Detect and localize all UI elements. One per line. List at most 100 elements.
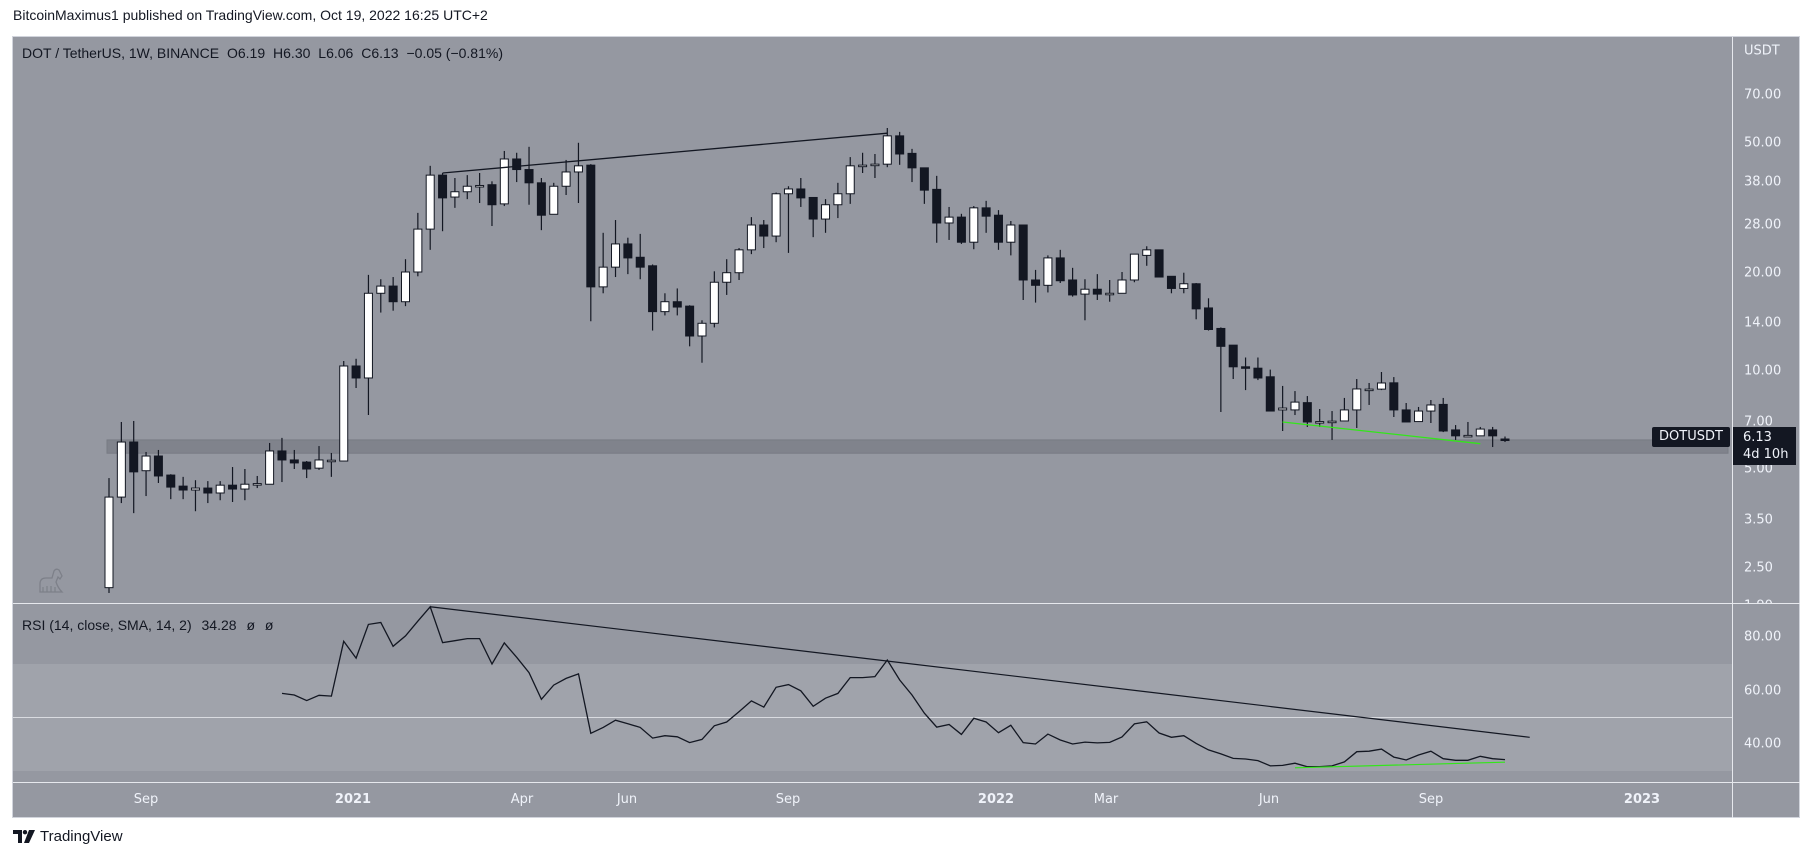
candle-body-down (129, 441, 139, 473)
candle-body-down (1068, 279, 1078, 296)
candle (648, 264, 658, 331)
candle (326, 452, 336, 477)
candle (388, 277, 398, 311)
candle-body-up (116, 441, 126, 498)
candle (1166, 275, 1176, 294)
candle-body-down (895, 135, 905, 155)
candle-body-up (722, 272, 732, 283)
candle (153, 449, 163, 483)
candle-body-up (1315, 421, 1325, 424)
candle-body-up (697, 322, 707, 337)
candle (709, 271, 719, 328)
candle (1068, 267, 1078, 297)
candle (1265, 369, 1275, 412)
candle (376, 279, 386, 313)
candle (166, 474, 176, 500)
candle-body-down (1055, 257, 1065, 282)
candle-body-up (240, 483, 250, 490)
rsi-title: RSI (14, close, SMA, 14, 2) (22, 617, 192, 633)
candle (536, 178, 546, 231)
candle (1191, 283, 1201, 320)
candle (783, 186, 793, 253)
rsi-axis[interactable]: 80.00 60.00 40.00 (1733, 604, 1800, 782)
candle (697, 320, 707, 363)
time-label-sep-2022: Sep (1418, 792, 1444, 807)
candle-body-up (1043, 257, 1053, 286)
candle-body-up (1364, 388, 1374, 392)
candle (1018, 224, 1028, 300)
candle (1401, 402, 1411, 423)
candle-body-down (932, 188, 942, 224)
symbol-legend[interactable]: DOT / TetherUS, 1W, BINANCE O6.19 H6.30 … (22, 45, 507, 61)
rsi-axis-tick: 80.00 (1744, 629, 1782, 645)
candle-body-down (648, 265, 658, 313)
candle (808, 196, 818, 238)
rsi-value: 34.28 (201, 617, 237, 633)
tradingview-logo-icon (13, 830, 35, 843)
time-axis[interactable]: Sep 2021 Apr Jun Sep 2022 Mar Jun Sep 20… (12, 783, 1732, 818)
price-axis-tick: 50.00 (1744, 135, 1782, 151)
candle-body-up (376, 285, 386, 294)
candle-body-up (190, 487, 200, 491)
high-value: H6.30 (273, 45, 310, 61)
rsi-legend[interactable]: RSI (14, close, SMA, 14, 2) 34.28 ø ø (22, 617, 279, 633)
candle (895, 131, 905, 165)
candle (265, 442, 275, 485)
candle (215, 481, 225, 501)
rsi-axis-tick: 40.00 (1744, 736, 1782, 752)
candle-body-down (1092, 288, 1102, 295)
rsi-pane[interactable] (281, 605, 1530, 769)
candle (907, 148, 917, 183)
price-axis[interactable]: USDT 70.00 50.00 38.00 28.00 20.00 14.00 10.00… (1733, 37, 1800, 604)
candle-body-down (438, 174, 448, 199)
candle (1080, 279, 1090, 321)
candle (956, 213, 966, 244)
candle-body-up (1129, 253, 1139, 281)
candle (1376, 371, 1386, 391)
candle-body-down (1265, 376, 1275, 412)
candle-body-up (462, 185, 472, 193)
price-axis-tick: 7.00 (1744, 414, 1773, 430)
candle (944, 206, 954, 240)
candle (796, 178, 806, 207)
candle-body-down (388, 285, 398, 303)
candle-body-up (1278, 407, 1288, 411)
candle (1228, 344, 1238, 380)
candle (339, 361, 349, 462)
candle-body-down (586, 164, 596, 288)
candle-body-down (289, 459, 299, 464)
candle (178, 476, 188, 500)
tradingview-footer[interactable]: TradingView (13, 828, 123, 845)
candle-body-up (265, 450, 275, 485)
candle (821, 199, 831, 233)
tradingview-watermark-icon (39, 568, 64, 593)
candle-body-up (598, 266, 608, 288)
candle-body-up (1414, 410, 1424, 423)
candle (734, 248, 744, 280)
candle-body-down (1191, 283, 1201, 310)
open-label: O (226, 45, 238, 61)
candle-body-up (326, 459, 336, 463)
candle-body-up (771, 193, 781, 237)
price-pane[interactable] (104, 127, 1729, 593)
candle-body-up (969, 207, 979, 243)
price-resistance-trendline (442, 132, 888, 174)
candle-body-down (956, 216, 966, 243)
candle (1290, 391, 1300, 416)
candle-body-down (1451, 429, 1461, 437)
candle (1031, 269, 1041, 303)
candle (833, 182, 843, 219)
candle-body-up (1080, 288, 1090, 295)
rsi-line (281, 605, 1506, 768)
time-label-jun-2022: Jun (1258, 792, 1280, 807)
candle (1500, 436, 1510, 443)
time-label-sep-2021: Sep (775, 792, 801, 807)
candle (1463, 421, 1473, 438)
candle (660, 293, 670, 316)
price-axis-tick: 70.00 (1744, 87, 1782, 103)
candle-body-up (746, 224, 756, 251)
candle-body-up (400, 271, 410, 303)
candle-body-down (1389, 382, 1399, 411)
price-axis-tick: 2.50 (1744, 560, 1773, 576)
